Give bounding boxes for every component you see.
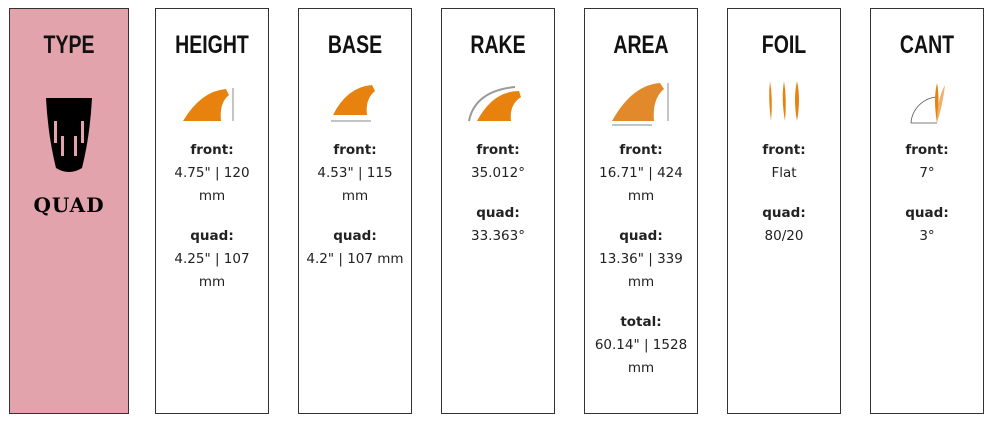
area-column: AREA front: 16.71" | 424 mm quad: 13.36" | … — [584, 8, 698, 414]
fin-area-diagram-icon — [585, 73, 697, 133]
spec-value: 4.53" | 115 mm — [317, 165, 393, 204]
spec-value: 4.75" | 120 mm — [174, 165, 250, 204]
spec-label: quad: — [333, 228, 377, 244]
spec-label: quad: — [190, 228, 234, 244]
fin-foil-diagram-icon — [728, 73, 840, 133]
spec-value: 33.363° — [471, 228, 525, 244]
column-title: FOIL — [761, 31, 807, 59]
height-column: HEIGHT front: 4.75" | 120 mm quad: 4.25" | … — [155, 8, 269, 414]
spec-label: front: — [762, 142, 806, 158]
cant-column: CANT front: 7° quad: 3° — [870, 8, 984, 414]
column-title: RAKE — [470, 31, 526, 59]
column-title: CANT — [899, 31, 955, 59]
rake-column: RAKE front: 35.012° quad: 33.363° — [441, 8, 555, 414]
spec-label: quad: — [619, 228, 663, 244]
quad-surfboard-tail-icon — [10, 91, 128, 181]
spec-value: 13.36" | 339 mm — [599, 251, 683, 290]
spec-label: front: — [333, 142, 377, 158]
spec-list: front: 7° quad: 3° — [871, 139, 983, 248]
spec-value: Flat — [771, 165, 797, 181]
spec-list: front: Flat quad: 80/20 — [728, 139, 840, 248]
spec-value: 60.14" | 1528 mm — [594, 337, 688, 376]
fin-height-diagram-icon — [156, 73, 268, 133]
foil-column: FOIL front: Flat quad: 80/20 — [727, 8, 841, 414]
spec-label: front: — [619, 142, 663, 158]
spec-value: 4.25" | 107 mm — [174, 251, 250, 290]
column-title: AREA — [613, 31, 669, 59]
column-title: HEIGHT — [175, 31, 249, 59]
spec-value: 7° — [919, 165, 935, 181]
spec-value: 16.71" | 424 mm — [599, 165, 683, 204]
column-title: TYPE — [43, 31, 95, 59]
spec-label: total: — [620, 314, 662, 330]
spec-value: 80/20 — [764, 228, 804, 244]
spec-list: front: 16.71" | 424 mm quad: 13.36" | 339 m… — [585, 139, 697, 380]
fin-base-diagram-icon — [299, 73, 411, 133]
spec-label: front: — [190, 142, 234, 158]
spec-list: front: 35.012° quad: 33.363° — [442, 139, 554, 248]
spec-label: quad: — [476, 205, 520, 221]
fin-cant-diagram-icon — [871, 73, 983, 133]
spec-value: 4.2" | 107 mm — [306, 251, 404, 267]
spec-label: quad: — [905, 205, 949, 221]
spec-label: front: — [905, 142, 949, 158]
spec-list: front: 4.75" | 120 mm quad: 4.25" | 107 mm — [156, 139, 268, 294]
column-title: BASE — [327, 31, 383, 59]
spec-list: front: 4.53" | 115 mm quad: 4.2" | 107 mm — [299, 139, 411, 271]
base-column: BASE front: 4.53" | 115 mm quad: 4.2" | 107… — [298, 8, 412, 414]
fin-type-value: QUAD — [33, 193, 105, 217]
spec-value: 35.012° — [471, 165, 525, 181]
spec-label: front: — [476, 142, 520, 158]
spec-label: quad: — [762, 205, 806, 221]
spec-value: 3° — [919, 228, 935, 244]
type-column: TYPE QUAD — [9, 8, 129, 414]
fin-rake-diagram-icon — [442, 73, 554, 133]
